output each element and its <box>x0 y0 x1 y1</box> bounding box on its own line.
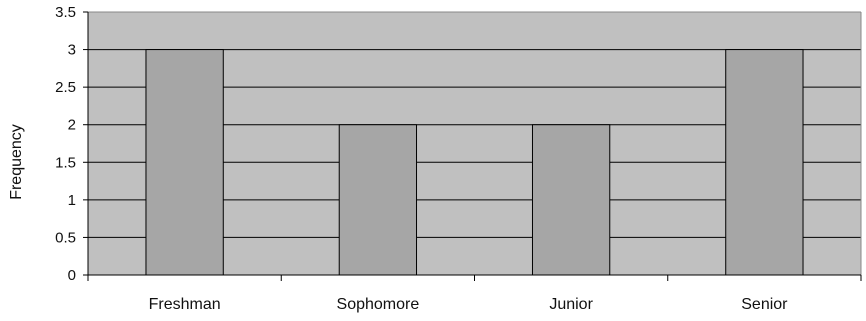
bar-junior <box>531 124 611 276</box>
y-tick-label: 0.5 <box>55 229 76 246</box>
y-tick-label: 3.5 <box>55 4 76 21</box>
x-tick-label: Sophomore <box>337 296 420 313</box>
y-axis-title: Frequency <box>8 124 25 200</box>
x-tick-label: Freshman <box>149 296 221 313</box>
y-tick-labels: 0 0.5 1 1.5 2 2.5 3 3.5 <box>55 4 76 284</box>
y-tick-label: 3 <box>68 42 76 59</box>
y-tick-label: 2.5 <box>55 79 76 96</box>
y-tick-label: 2 <box>68 117 76 134</box>
bar-senior <box>725 49 804 276</box>
x-tick-label: Junior <box>549 296 593 313</box>
x-tick-labels: Freshman Sophomore Junior Senior <box>149 296 789 313</box>
x-tick-label: Senior <box>741 296 788 313</box>
y-tick-label: 1 <box>68 192 76 209</box>
bars <box>145 49 804 276</box>
bar-freshman <box>145 49 224 276</box>
y-tick-label: 0 <box>68 267 76 284</box>
y-tick-label: 1.5 <box>55 154 76 171</box>
bar-sophomore <box>338 124 418 276</box>
axes <box>83 11 862 281</box>
